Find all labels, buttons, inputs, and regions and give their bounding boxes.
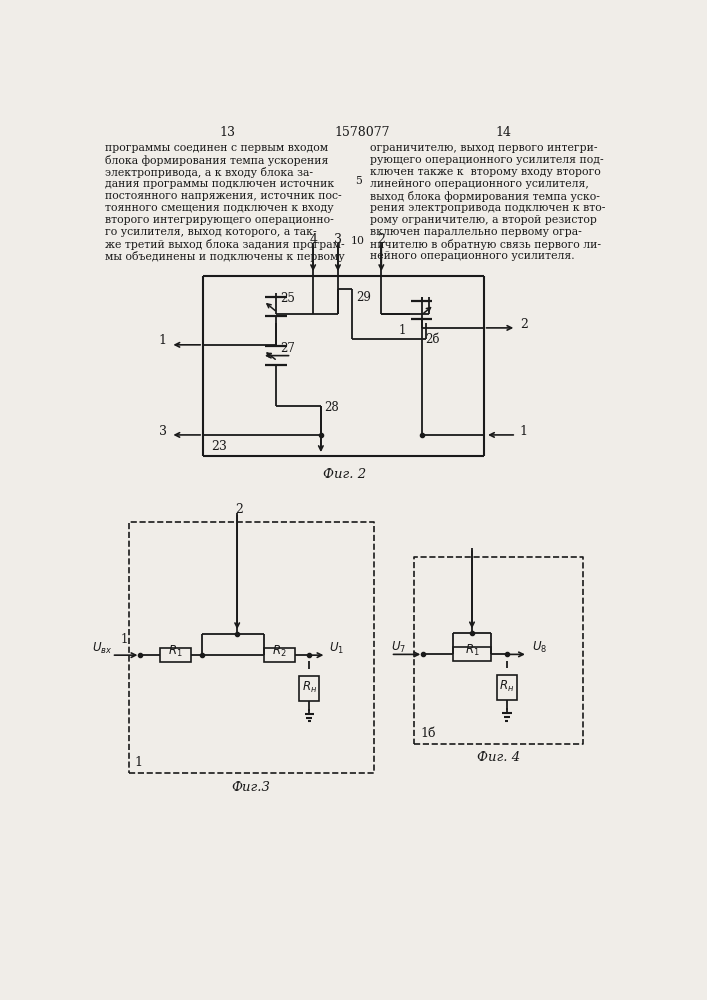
Text: включен параллельно первому огра-: включен параллельно первому огра-	[370, 227, 581, 237]
Text: 2: 2	[520, 318, 528, 331]
Text: 2: 2	[378, 233, 385, 246]
Text: 1: 1	[120, 633, 128, 646]
Text: Фиг.3: Фиг.3	[232, 781, 271, 794]
Text: $R_1$: $R_1$	[464, 643, 479, 658]
Text: нейного операционного усилителя.: нейного операционного усилителя.	[370, 251, 574, 261]
Text: же третий выход блока задания програм-: же третий выход блока задания програм-	[105, 239, 345, 250]
Text: программы соединен с первым входом: программы соединен с первым входом	[105, 143, 329, 153]
Text: Фиг. 4: Фиг. 4	[477, 751, 520, 764]
Text: ничителю в обратную связь первого ли-: ничителю в обратную связь первого ли-	[370, 239, 601, 250]
Text: $R_1$: $R_1$	[168, 644, 182, 659]
Text: 13: 13	[220, 126, 236, 139]
Text: ключен также к  второму входу второго: ключен также к второму входу второго	[370, 167, 600, 177]
Text: 1: 1	[520, 425, 528, 438]
Text: дания программы подключен источник: дания программы подключен источник	[105, 179, 334, 189]
Text: 23: 23	[211, 440, 227, 453]
Bar	[160, 648, 191, 662]
Text: тоянного смещения подключен к входу: тоянного смещения подключен к входу	[105, 203, 334, 213]
Text: 10: 10	[351, 235, 365, 245]
Text: 28: 28	[324, 401, 339, 414]
Text: постоянного напряжения, источник пос-: постоянного напряжения, источник пос-	[105, 191, 342, 201]
Text: $R_н$: $R_н$	[499, 679, 515, 694]
Text: 5: 5	[355, 176, 361, 186]
Bar	[497, 675, 517, 700]
Text: второго интегрирующего операционно-: второго интегрирующего операционно-	[105, 215, 334, 225]
Text: электропривода, а к входу блока за-: электропривода, а к входу блока за-	[105, 167, 313, 178]
Text: го усилителя, выход которого, а так-: го усилителя, выход которого, а так-	[105, 227, 317, 237]
Text: рому ограничителю, а второй резистор: рому ограничителю, а второй резистор	[370, 215, 597, 225]
Text: рующего операционного усилителя под-: рующего операционного усилителя под-	[370, 155, 603, 165]
Text: линейного операционного усилителя,: линейного операционного усилителя,	[370, 179, 588, 189]
Text: 25: 25	[280, 292, 295, 305]
Text: Фиг. 2: Фиг. 2	[322, 468, 366, 481]
Text: рения электропривода подключен к вто-: рения электропривода подключен к вто-	[370, 203, 605, 213]
Bar	[264, 648, 296, 662]
Text: 1578077: 1578077	[334, 126, 390, 139]
Text: 1: 1	[159, 334, 167, 347]
Text: 2б: 2б	[426, 333, 440, 346]
Text: мы объединены и подключены к первому: мы объединены и подключены к первому	[105, 251, 345, 262]
Text: ограничителю, выход первого интегри-: ограничителю, выход первого интегри-	[370, 143, 597, 153]
Text: 4: 4	[309, 233, 317, 246]
Text: 14: 14	[495, 126, 511, 139]
Text: $R_2$: $R_2$	[272, 644, 287, 659]
Bar	[299, 676, 320, 701]
Text: блока формирования темпа ускорения: блока формирования темпа ускорения	[105, 155, 329, 166]
Text: $U_8$: $U_8$	[532, 640, 547, 655]
Text: $R_н$: $R_н$	[302, 680, 317, 695]
Text: 3: 3	[159, 425, 167, 438]
Text: 27: 27	[280, 342, 295, 355]
Text: 29: 29	[356, 291, 370, 304]
Text: $U_{вх}$: $U_{вх}$	[92, 641, 112, 656]
Text: 1: 1	[135, 756, 143, 769]
Text: 1: 1	[399, 324, 406, 337]
Text: $U_7$: $U_7$	[391, 640, 406, 655]
Text: $U_1$: $U_1$	[329, 641, 344, 656]
Text: 2: 2	[235, 503, 243, 516]
Text: 1б: 1б	[420, 727, 436, 740]
Text: 3: 3	[334, 233, 342, 246]
Text: выход блока формирования темпа уско-: выход блока формирования темпа уско-	[370, 191, 600, 202]
Bar	[453, 647, 491, 661]
